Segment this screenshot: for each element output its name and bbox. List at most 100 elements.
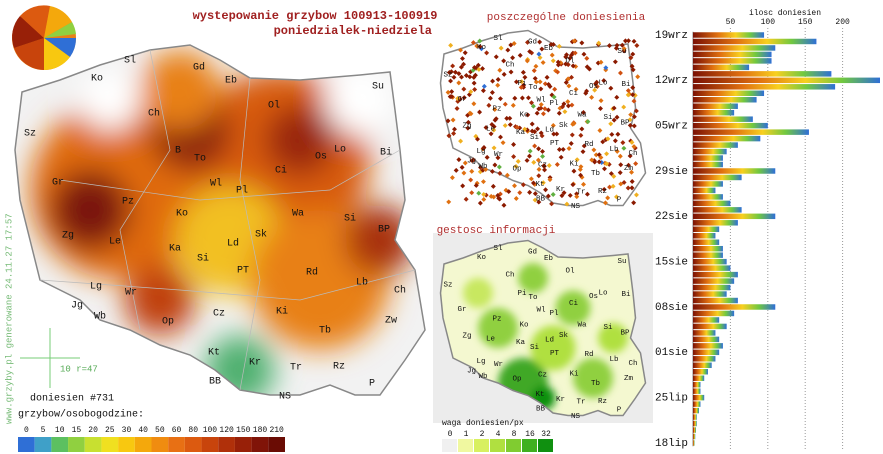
city-label: Tr xyxy=(576,398,585,406)
bar xyxy=(693,369,708,375)
bar xyxy=(693,45,776,51)
bar xyxy=(693,356,716,362)
city-label: Ci xyxy=(275,165,287,177)
scale-note: 10 r=47 xyxy=(60,364,98,374)
city-label: Ld xyxy=(545,336,554,344)
report-dot xyxy=(452,126,457,132)
density-legend-title: waga doniesien/px xyxy=(442,419,524,428)
report-dot xyxy=(456,157,462,163)
city-label: Wl xyxy=(536,306,546,314)
report-dot xyxy=(604,161,610,167)
scale-mark xyxy=(20,328,80,388)
city-label: Op xyxy=(512,375,521,383)
legend-label: 32 xyxy=(541,430,551,439)
city-label: P xyxy=(617,196,622,204)
report-dot xyxy=(611,173,617,179)
city-label: Pz xyxy=(492,105,501,113)
city-label: Tr xyxy=(576,188,585,196)
report-dot xyxy=(534,110,540,116)
bar xyxy=(693,401,701,407)
report-dot xyxy=(463,196,469,202)
report-dot xyxy=(555,69,561,75)
report-dot xyxy=(556,110,562,116)
legend-swatch xyxy=(251,437,269,452)
report-dot xyxy=(532,197,538,203)
report-dot xyxy=(449,175,455,181)
legend-swatch xyxy=(118,437,135,452)
reports-map-title: poszczególne doniesienia xyxy=(487,12,646,24)
city-label: Jg xyxy=(71,301,83,312)
bar xyxy=(693,58,772,64)
report-dot xyxy=(455,96,461,101)
legend-label: 50 xyxy=(155,426,165,435)
city-label: Lb xyxy=(609,146,618,154)
bar xyxy=(693,310,735,317)
city-label: Wb xyxy=(94,311,106,323)
city-label: Tr xyxy=(290,363,302,374)
city-label: Le xyxy=(486,335,495,343)
report-dot xyxy=(567,192,573,198)
report-dot xyxy=(461,170,467,176)
city-label: Tb xyxy=(319,325,331,337)
legend-swatch xyxy=(458,439,473,452)
report-dot xyxy=(574,194,580,200)
city-label: Pz xyxy=(492,315,501,323)
city-label: Ka xyxy=(516,129,526,137)
city-label: Wr xyxy=(494,151,503,159)
city-label: Lo xyxy=(598,289,608,297)
city-label: Cz xyxy=(538,161,547,169)
report-dot xyxy=(566,146,572,152)
pie-icon xyxy=(12,5,77,71)
report-dot xyxy=(525,95,531,101)
report-dot xyxy=(483,167,489,172)
report-dot xyxy=(612,138,618,144)
report-dot xyxy=(543,187,549,193)
report-dot xyxy=(540,111,546,117)
report-dot xyxy=(629,185,635,191)
city-label: Le xyxy=(109,237,121,248)
city-label: Wb xyxy=(478,373,487,381)
city-label: Rz xyxy=(598,398,607,406)
city-label: Ki xyxy=(569,160,579,168)
report-dot xyxy=(559,193,565,199)
bar xyxy=(693,427,696,433)
report-dot xyxy=(459,164,465,170)
report-dot xyxy=(461,61,466,67)
report-dot xyxy=(545,193,551,199)
report-dot xyxy=(566,83,572,89)
bar xyxy=(693,116,753,122)
report-dot xyxy=(510,102,516,108)
report-dot xyxy=(601,186,607,192)
city-label: Gd xyxy=(528,248,537,256)
city-label: Cz xyxy=(538,371,547,379)
bar xyxy=(693,32,765,38)
report-dot xyxy=(490,183,496,189)
bar xyxy=(693,148,727,155)
city-label: To xyxy=(528,294,538,302)
report-dot xyxy=(512,183,517,189)
legend-title: grzybow/osobogodzine: xyxy=(18,409,144,421)
city-label: B xyxy=(175,146,181,157)
x-tick-label: 200 xyxy=(835,18,850,27)
legend-swatch xyxy=(490,439,505,452)
city-label: Wl xyxy=(210,178,222,190)
city-label: Wl xyxy=(536,96,546,104)
city-label: Os xyxy=(315,152,327,163)
city-label: Ch xyxy=(628,360,637,368)
bar xyxy=(693,271,738,278)
report-dot xyxy=(458,138,464,144)
bar xyxy=(693,433,696,440)
legend-label: 0 xyxy=(448,430,453,439)
city-label: Lb xyxy=(356,277,368,289)
legend-swatch xyxy=(51,437,69,452)
city-label: Ch xyxy=(505,271,514,279)
bar xyxy=(693,414,697,420)
report-dot xyxy=(615,131,621,137)
report-dot xyxy=(470,40,476,46)
report-dot xyxy=(538,102,544,108)
report-dot xyxy=(627,122,633,128)
report-dot xyxy=(631,114,637,120)
city-label: Si xyxy=(530,344,540,352)
